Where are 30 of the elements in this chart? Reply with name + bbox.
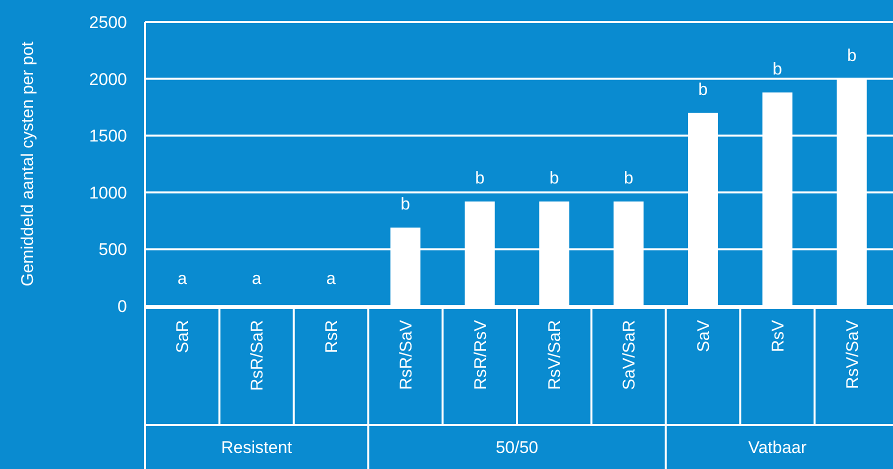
x-tick-label: RsR bbox=[322, 320, 341, 354]
text: 50/50 bbox=[496, 438, 538, 457]
annotation: b bbox=[847, 46, 857, 65]
y-tick-label: 1500 bbox=[89, 126, 127, 146]
x-tick-label: SaR bbox=[173, 320, 192, 354]
annotation: b bbox=[624, 168, 634, 188]
x-tick-label: RsR/SaR bbox=[248, 320, 267, 391]
annotation: b bbox=[400, 194, 410, 214]
annotation: b bbox=[772, 59, 782, 78]
y-axis-title: Gemiddeld aantal cysten per pot bbox=[18, 41, 37, 286]
annotation: b bbox=[475, 168, 485, 188]
y-tick-label: 0 bbox=[118, 296, 127, 316]
text: Vatbaar bbox=[748, 438, 807, 457]
x-tick-label: SaV/SaR bbox=[620, 320, 639, 390]
annotation: a bbox=[326, 268, 336, 288]
y-tick-label: 500 bbox=[98, 240, 127, 260]
y-tick-label: 2500 bbox=[89, 12, 127, 32]
annotation: a bbox=[252, 268, 262, 288]
x-tick-label: SaV bbox=[694, 319, 713, 352]
annotation: b bbox=[549, 168, 559, 188]
x-tick-label: RsV/SaV bbox=[842, 319, 862, 389]
y-tick-label: 2000 bbox=[89, 70, 127, 89]
text: Resistent bbox=[221, 438, 292, 457]
annotation: a bbox=[177, 268, 188, 288]
annotation: b bbox=[698, 80, 708, 99]
x-tick-label: RsV/SaR bbox=[545, 320, 564, 390]
x-tick-label: RsV bbox=[768, 319, 788, 352]
x-tick-label: RsR/SaV bbox=[396, 319, 416, 390]
y-tick-label: 1000 bbox=[89, 183, 127, 202]
x-tick-label: RsR/RsV bbox=[470, 319, 490, 390]
